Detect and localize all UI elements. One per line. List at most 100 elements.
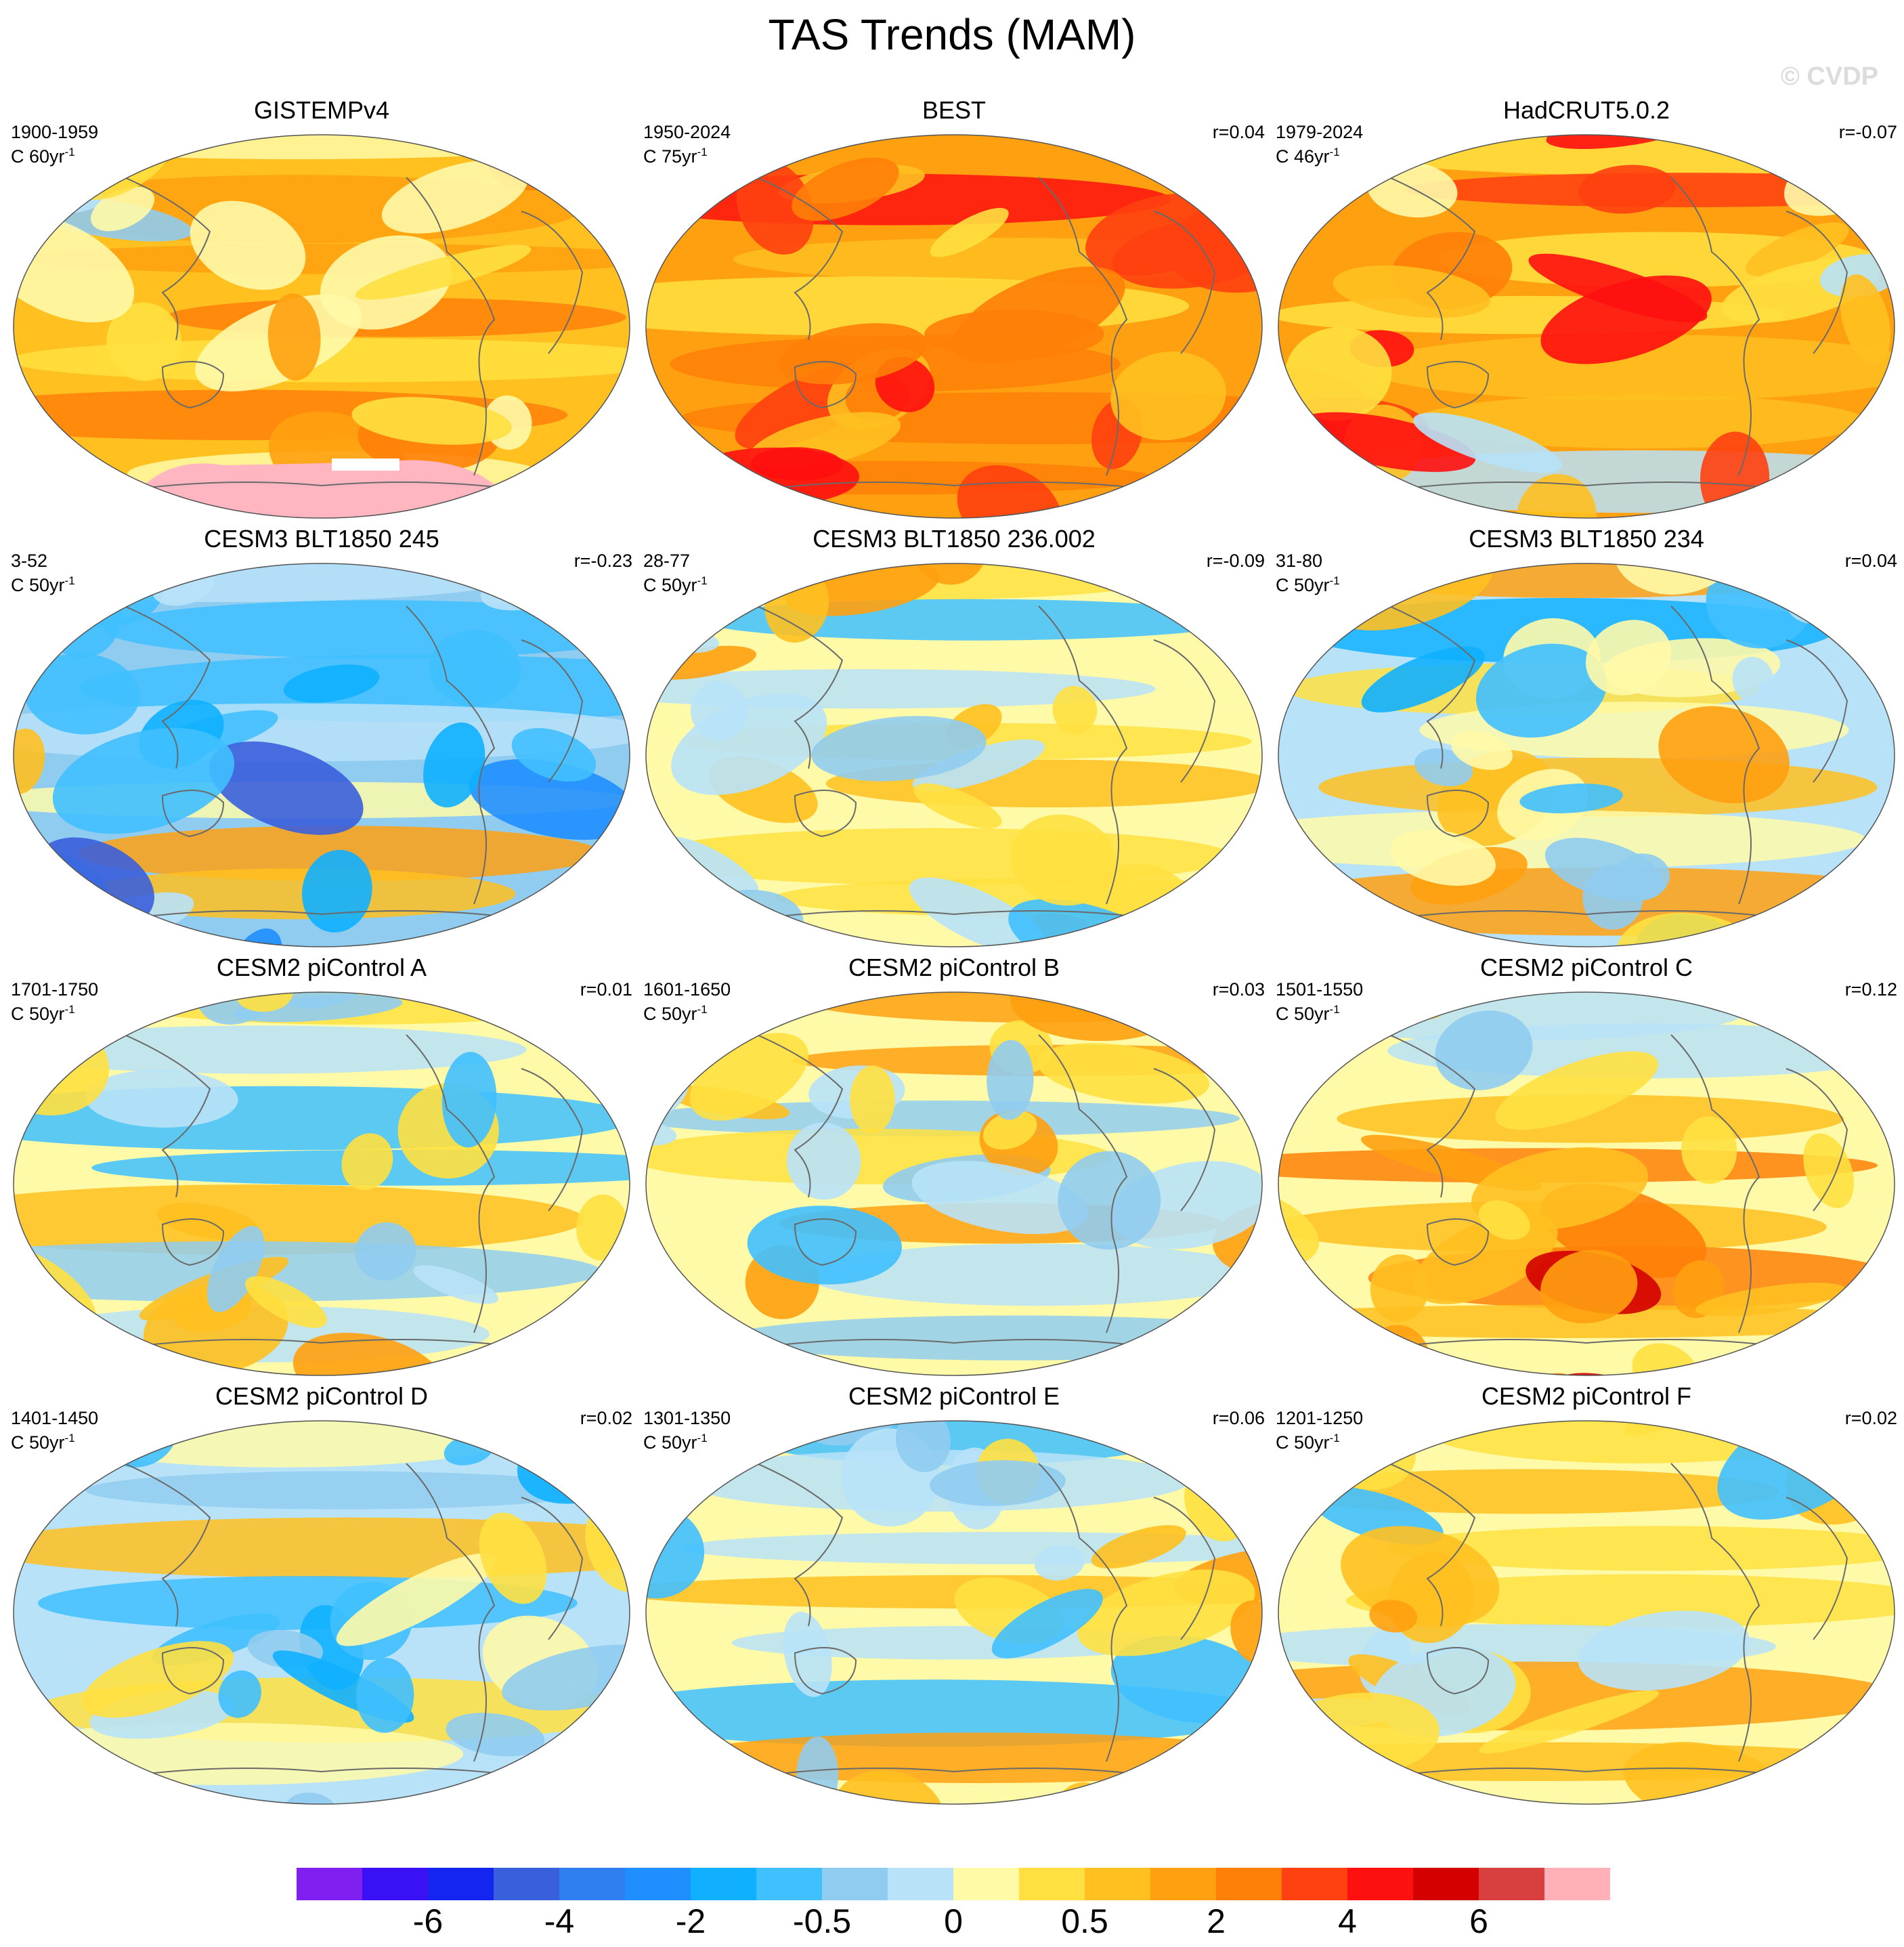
world-map	[1278, 1420, 1895, 1805]
trend-anomaly	[646, 1472, 662, 1552]
trend-anomaly	[207, 1226, 265, 1312]
trend-anomaly	[912, 739, 1045, 792]
panel-pattern-correlation: r=0.04	[1844, 551, 1897, 571]
panel-units: C 50yr-1	[11, 571, 75, 595]
trend-anomaly	[423, 722, 485, 808]
trend-anomaly	[1515, 474, 1597, 518]
colorbar-tick-label: -6	[412, 1902, 443, 1940]
panel-units: C 50yr-1	[643, 571, 708, 595]
coastline-australia	[1426, 1647, 1490, 1695]
colorbar-tick-label: 4	[1338, 1902, 1357, 1940]
map-panel: CESM2 piControl F 1201-1250 C 50yr-1 r=0.02	[1272, 1382, 1901, 1816]
trend-anomaly	[190, 200, 306, 290]
coastline-australia	[794, 1218, 857, 1266]
trend-anomaly	[779, 323, 927, 385]
trend-anomaly	[792, 157, 899, 221]
panel-title: CESM3 BLT1850 236.002	[813, 525, 1096, 553]
coastline-antarctica	[720, 1768, 1188, 1782]
trend-band	[1387, 1526, 1895, 1571]
trend-anomaly	[82, 1641, 234, 1718]
coastline-americas	[406, 605, 496, 905]
panel-period: 1401-1450	[11, 1408, 99, 1428]
panel-units-base: C 50yr	[1276, 575, 1330, 595]
trend-band	[14, 1025, 527, 1074]
map-boundary	[13, 991, 630, 1376]
panel-pattern-correlation: r=0.02	[580, 1408, 632, 1428]
trend-anomaly	[1230, 1600, 1262, 1665]
coastline-africa	[521, 1068, 584, 1212]
panel-title: CESM2 piControl A	[216, 954, 427, 981]
trend-band	[104, 600, 630, 659]
trend-anomaly	[1037, 1043, 1209, 1104]
trend-anomaly	[736, 160, 814, 255]
panel-units: C 46yr-1	[1276, 142, 1340, 167]
trend-anomaly	[1414, 748, 1473, 787]
coastline-asia	[108, 1027, 211, 1198]
panel-period: 1501-1550	[1276, 979, 1364, 1000]
panel-title: CESM3 BLT1850 234	[1469, 525, 1704, 553]
trend-anomaly	[987, 1040, 1034, 1120]
trend-anomaly	[1585, 620, 1672, 696]
panel-period: 1900-1959	[11, 122, 99, 142]
trend-band	[85, 1471, 601, 1510]
colorbar-bin	[1544, 1868, 1610, 1900]
trend-anomaly	[1278, 1223, 1281, 1288]
trend-anomaly	[218, 1670, 261, 1718]
trend-anomaly	[1052, 685, 1098, 735]
panel-period: 1950-2024	[643, 122, 731, 142]
trend-anomaly	[1478, 1200, 1530, 1240]
coastline-americas	[1038, 1034, 1128, 1333]
panel-units-exponent: -1	[697, 1432, 708, 1445]
coastline-asia	[1372, 599, 1476, 769]
coastline-australia	[794, 790, 857, 838]
map-panel: CESM2 piControl A 1701-1750 C 50yr-1 r=0.01	[7, 954, 636, 1387]
panel-units-base: C 50yr	[11, 575, 65, 595]
trend-anomaly	[336, 1553, 497, 1646]
coastline-americas	[406, 177, 496, 476]
coastline-asia	[740, 170, 844, 341]
world-map	[645, 1420, 1263, 1805]
world-map	[1278, 134, 1895, 519]
panel-units: C 50yr-1	[1276, 1428, 1340, 1453]
colorbar-bin	[756, 1868, 822, 1900]
panel-units-base: C 75yr	[643, 146, 697, 167]
trend-anomaly	[747, 1205, 903, 1285]
map-boundary	[645, 991, 1263, 1376]
panel-title: CESM2 piControl C	[1479, 954, 1693, 981]
coastline-americas	[1038, 1463, 1128, 1762]
map-boundary	[13, 134, 630, 519]
trend-anomaly	[1333, 265, 1490, 318]
colorbar-tick-label: -2	[675, 1902, 706, 1940]
coastline-asia	[108, 599, 211, 769]
panel-units-base: C 50yr	[11, 1432, 65, 1453]
trend-anomaly	[1278, 1311, 1282, 1375]
map-boundary	[1278, 563, 1895, 947]
trend-anomaly	[1435, 1010, 1533, 1090]
trend-band	[737, 1421, 1185, 1465]
colorbar-bin	[691, 1868, 756, 1900]
panel-period: 31-80	[1276, 551, 1323, 571]
panel-units-exponent: -1	[697, 146, 708, 158]
panel-title: CESM2 piControl E	[848, 1382, 1060, 1410]
trend-anomaly	[911, 1161, 1088, 1235]
colorbar-tick-label: -0.5	[792, 1902, 852, 1940]
colorbar-bin	[625, 1868, 691, 1900]
map-panel: CESM3 BLT1850 245 3-52 C 50yr-1 r=-0.23	[7, 525, 636, 958]
panel-units-base: C 50yr	[643, 1432, 697, 1453]
map-panel: CESM2 piControl B 1601-1650 C 50yr-1 r=0.03	[639, 954, 1269, 1387]
panel-units: C 50yr-1	[11, 1000, 75, 1024]
map-panel: CESM2 piControl C 1501-1550 C 50yr-1 r=0.12	[1272, 954, 1901, 1387]
trend-anomaly	[511, 728, 597, 782]
colorbar-tick-label: -4	[544, 1902, 575, 1940]
panel-title: GISTEMPv4	[253, 96, 390, 124]
panel-units: C 50yr-1	[11, 1428, 75, 1453]
trend-anomaly	[1613, 853, 1670, 900]
panel-title: CESM2 piControl D	[215, 1382, 429, 1410]
trend-band	[1412, 394, 1867, 449]
trend-anomaly	[1390, 830, 1496, 886]
panel-period: 3-52	[11, 551, 48, 571]
trend-anomaly	[690, 681, 748, 741]
trend-anomaly	[351, 397, 512, 445]
trend-anomaly	[24, 653, 140, 735]
map-panel: CESM3 BLT1850 234 31-80 C 50yr-1 r=0.04	[1272, 525, 1901, 958]
